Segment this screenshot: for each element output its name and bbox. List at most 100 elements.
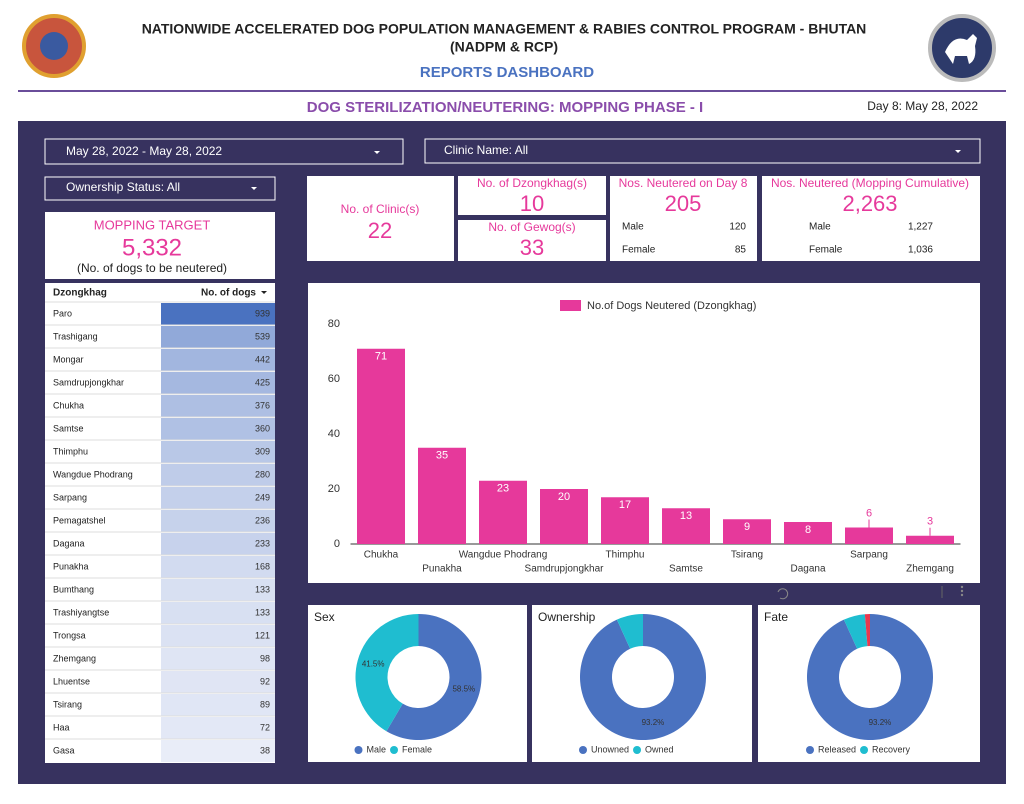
row-value: 98 [260,653,270,663]
x-tick-label: Chukha [364,550,399,561]
x-tick-label: Sarpang [850,550,888,561]
date-filter-text: May 28, 2022 - May 28, 2022 [66,144,222,158]
row-name: Punakha [53,561,89,571]
bar [357,348,405,544]
row-value: 939 [255,308,270,318]
legend-label: Male [367,744,387,754]
row-name: Sarpang [53,492,87,502]
bar [418,447,466,544]
kpi-label: Nos. Neutered (Mopping Cumulative) [771,176,969,190]
data-label: 23 [497,483,509,495]
row-name: Zhemgang [53,653,96,663]
row-name: Trashiyangtse [53,607,109,617]
x-tick-label: Thimphu [606,550,645,561]
kpi-label: Nos. Neutered on Day 8 [619,176,748,190]
kpi-male-label: Male [622,222,644,233]
x-tick-label: Tsirang [731,550,763,561]
slice-label: 41.5% [362,660,385,669]
heat-cell [161,418,275,440]
bar [662,508,710,544]
bar [723,519,771,544]
heat-cell [161,602,275,624]
y-tick-label: 60 [328,373,340,385]
x-tick-label: Punakha [422,564,462,575]
row-name: Dagana [53,538,85,548]
row-name: Mongar [53,354,84,364]
clinic-filter[interactable] [424,138,981,164]
subtitle: DOG STERILIZATION/NEUTERING: MOPPING PHA… [307,99,703,116]
legend-label: Owned [645,744,674,754]
donut-slice [386,614,482,740]
row-name: Pemagatshel [53,515,106,525]
ownership-filter[interactable] [44,176,276,201]
donut-slice [864,614,870,647]
date-filter[interactable] [44,138,404,165]
row-name: Lhuentse [53,676,90,686]
table-header: Dzongkhag [53,288,107,299]
data-label: 3 [927,516,933,528]
legend-dot [633,746,642,754]
menu-icon[interactable] [960,589,964,593]
target-value: 5,332 [122,234,182,261]
row-name: Wangdue Phodrang [53,469,133,479]
heat-cell [161,740,275,762]
data-label: 13 [680,510,692,522]
row-name: Tsirang [53,699,82,709]
undo-icon[interactable] [777,588,789,600]
x-tick-label: Samdrupjongkhar [525,564,605,575]
slice-label: 58.5% [452,685,475,694]
row-value: 539 [255,331,270,341]
ownership-filter-text: Ownership Status: All [66,180,180,194]
row-value: 72 [260,722,270,732]
legend-label: Female [402,744,432,754]
menu-icon[interactable] [960,593,964,597]
row-value: 249 [255,492,270,502]
dog-icon [945,34,977,64]
kpi-label: No. of Dzongkhag(s) [477,176,587,190]
donut-title: Sex [314,610,335,624]
data-label: 9 [744,521,750,533]
x-tick-label: Wangdue Phodrang [459,550,548,561]
dropdown-arrow [374,151,380,154]
legend-label: Released [818,744,856,754]
row-name: Chukha [53,400,84,410]
heat-cell [161,510,275,532]
data-label: 20 [558,491,570,503]
row-value: 121 [255,630,270,640]
heat-cell [161,326,275,348]
legend-label: Unowned [591,744,629,754]
sort-arrow [261,291,267,294]
legend-dot [579,746,587,754]
x-tick-label: Samtse [669,564,703,575]
slice-label: 93.2% [642,718,665,727]
kpi-value: 205 [665,191,702,216]
y-tick-label: 0 [334,538,340,550]
row-name: Haa [53,722,70,732]
heat-cell [161,441,275,463]
donut-slice [355,614,419,732]
legend-dot [354,746,363,754]
row-name: Gasa [53,745,75,755]
donut-slice [579,614,706,741]
row-value: 38 [260,745,270,755]
heat-cell [161,372,275,394]
heat-cell [161,625,275,647]
kpi-value: 22 [368,218,392,243]
row-name: Paro [53,308,72,318]
menu-icon[interactable] [960,585,964,589]
table-header[interactable]: No. of dogs [201,288,256,299]
row-name: Trongsa [53,630,86,640]
x-tick-label: Zhemgang [906,564,954,575]
bar [479,480,527,544]
emblem-center [40,32,68,60]
kpi-card [458,176,606,215]
y-tick-label: 20 [328,483,340,495]
donut-slice [616,614,643,649]
data-label: 71 [375,351,387,363]
donut-title: Fate [764,610,788,624]
heat-cell [161,303,275,325]
kpi-card [762,176,980,261]
row-value: 425 [255,377,270,387]
legend-label: Recovery [872,744,911,754]
legend-dot [390,746,399,754]
